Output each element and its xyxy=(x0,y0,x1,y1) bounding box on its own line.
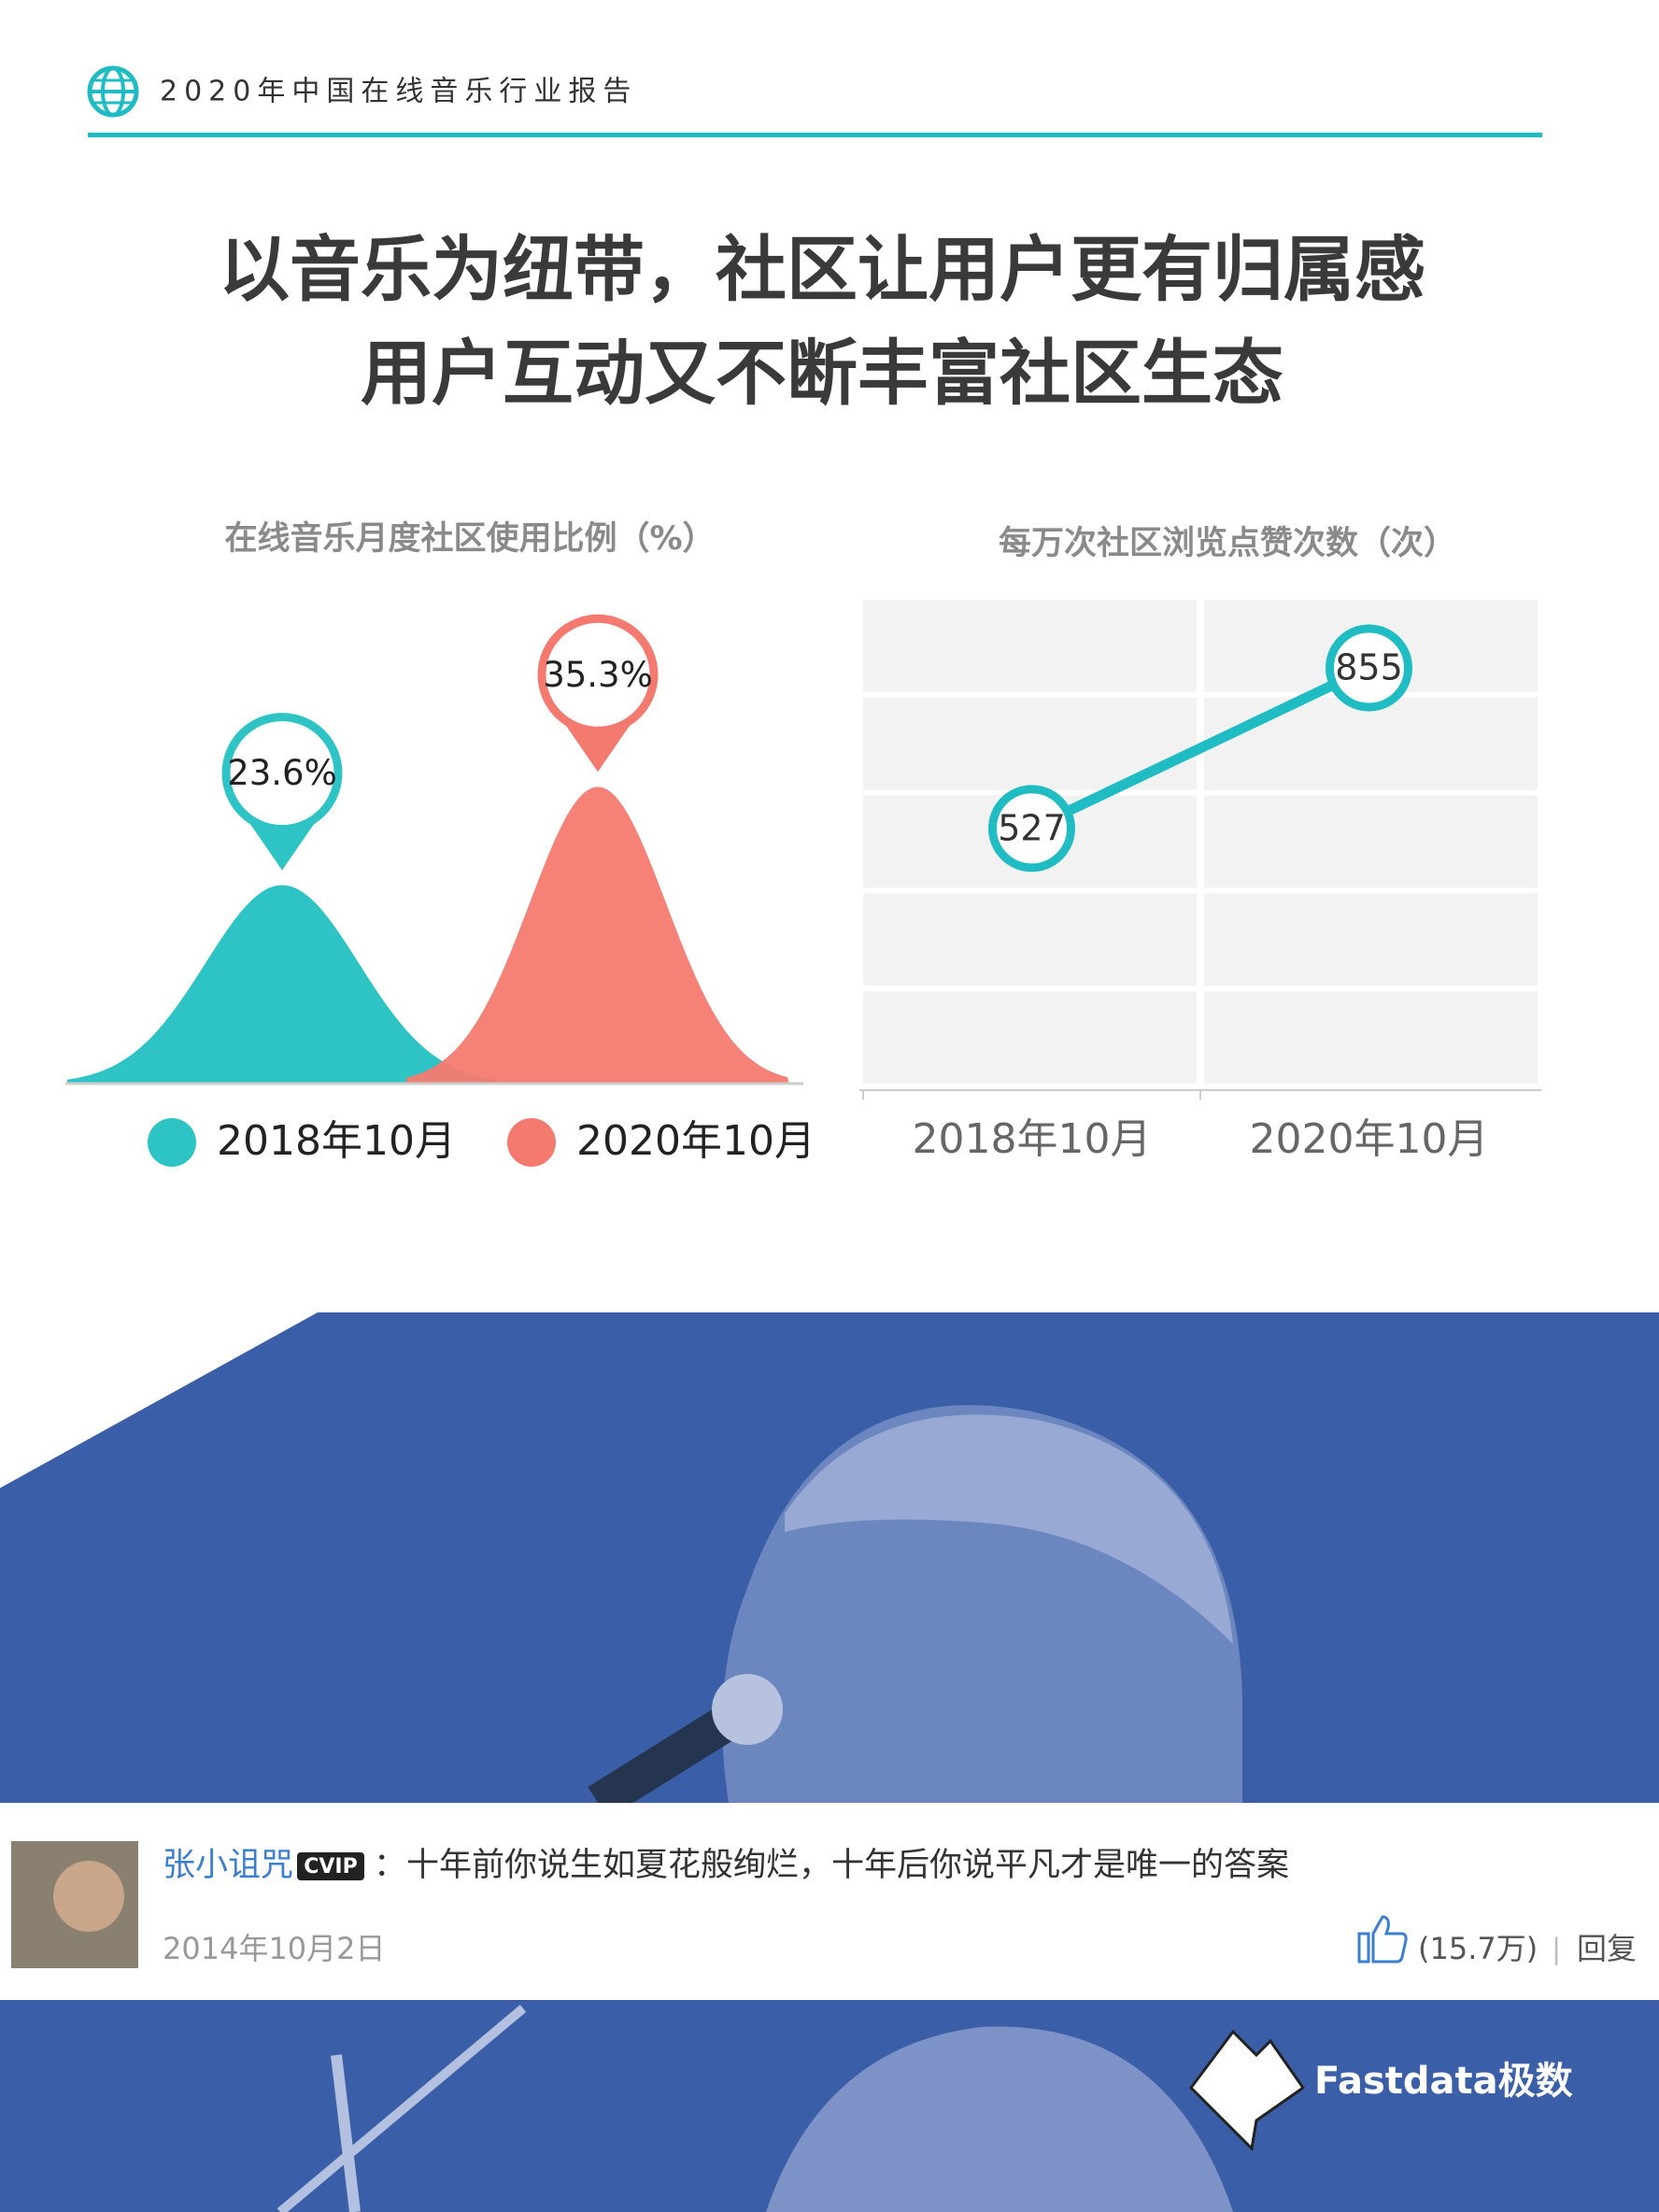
comment: 张小诅咒 CVIP ：十年前你说生如夏花般绚烂，十年后你说平凡才是唯一的答案 2… xyxy=(0,1803,1659,2000)
like-icon[interactable] xyxy=(1357,1915,1408,1964)
marker xyxy=(988,785,1075,872)
photo-section xyxy=(0,1312,1659,2212)
photo-figure xyxy=(785,1414,1233,1644)
comment-date: 2014年10月2日 xyxy=(163,1931,386,1966)
separator: | xyxy=(1552,1934,1561,1966)
legend-swatch xyxy=(148,1118,196,1167)
legend-label: 2020年10月 xyxy=(576,1117,815,1165)
chart-title: 每万次社区浏览点赞次数（次） xyxy=(999,525,1456,562)
x-tick-label: 2020年10月 xyxy=(1250,1115,1489,1163)
line xyxy=(1029,663,1371,833)
comment-panel xyxy=(0,1803,1659,2000)
photo-figure xyxy=(766,2026,1233,2212)
photo-figure xyxy=(712,1674,783,1745)
bell xyxy=(67,885,497,1084)
header-rule xyxy=(88,133,1542,137)
title: 用户互动又不断丰富社区生态 xyxy=(361,332,1283,415)
photo-figure xyxy=(276,2005,527,2212)
like-count: (15.7万) xyxy=(1418,1931,1538,1966)
avatar xyxy=(53,1861,124,1932)
badge-text: CVIP xyxy=(304,1855,357,1879)
pin xyxy=(537,614,659,735)
logo-text: Fastdata极数 xyxy=(1314,2060,1573,2103)
logo-icon xyxy=(1189,2029,1306,2152)
username[interactable]: 张小诅咒 xyxy=(163,1847,293,1884)
title: 以音乐为纽带，社区让用户更有归属感 xyxy=(219,228,1425,311)
badge xyxy=(297,1852,364,1880)
value-label: 527 xyxy=(998,807,1066,848)
logo: Fastdata极数 xyxy=(1189,2029,1573,2152)
value-label: 23.6% xyxy=(227,753,337,793)
marker xyxy=(1326,624,1412,712)
header: 2020年中国在线音乐行业报告 xyxy=(87,65,1542,137)
report-name: 2020年中国在线音乐行业报告 xyxy=(160,76,637,108)
bell xyxy=(406,787,789,1084)
x-tick-label: 2018年10月 xyxy=(913,1115,1152,1163)
value-label: 35.3% xyxy=(543,655,653,695)
legend-label: 2018年10月 xyxy=(217,1117,456,1165)
bell-chart: 23.6% 2018年10月 35.3% 2020年10月 xyxy=(65,614,815,1167)
photo-figure xyxy=(331,2054,361,2212)
pin xyxy=(221,713,343,834)
legend-swatch xyxy=(507,1118,556,1167)
value-label: 855 xyxy=(1335,646,1403,688)
comment-text: ：十年前你说生如夏花般绚烂，十年后你说平凡才是唯一的答案 xyxy=(374,1847,1289,1884)
chart-title: 在线音乐月度社区使用比例（%） xyxy=(224,519,715,558)
line-chart: 527 2018年10月 855 2020年10月 xyxy=(859,594,1541,1163)
reply[interactable]: 回复 xyxy=(1577,1931,1637,1966)
